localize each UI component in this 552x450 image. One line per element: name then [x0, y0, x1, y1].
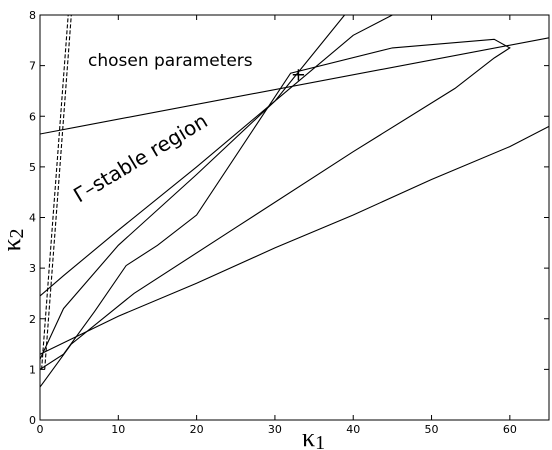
x-axis-label-subscript: 1: [315, 432, 325, 450]
chosen-parameters-label: chosen parameters: [88, 51, 253, 71]
series-line-3: [40, 15, 346, 360]
x-tick-label: 40: [346, 423, 360, 436]
stable-region-label: Γ–stable region: [69, 109, 212, 208]
x-axis-label: κ1: [302, 423, 325, 450]
x-tick-label: 10: [111, 423, 125, 436]
chosen-parameters-marker: +: [291, 65, 306, 86]
x-tick-label: 50: [425, 423, 439, 436]
curves: [40, 15, 549, 388]
y-tick-label: 1: [29, 363, 36, 376]
x-tick-label: 60: [503, 423, 517, 436]
y-tick-label: 5: [29, 161, 36, 174]
y-tick-label: 2: [29, 313, 36, 326]
y-axis-ticks: 0 1 2 3 4 5 6 7 8: [29, 9, 549, 427]
y-tick-label: 7: [29, 60, 36, 73]
x-tick-label: 20: [190, 423, 204, 436]
y-axis-label-subscript: 2: [6, 228, 28, 238]
y-tick-label: 3: [29, 262, 36, 275]
series-line-1: [40, 37, 549, 135]
svg-text:κ1: κ1: [302, 423, 325, 450]
y-axis-label-kappa: κ: [0, 238, 26, 251]
series-line-7: [44, 15, 72, 370]
series-line-2: [40, 15, 393, 297]
series-line-6: [41, 15, 69, 370]
series-line-4: [40, 38, 511, 388]
y-tick-label: 6: [29, 110, 36, 123]
y-tick-label: 4: [29, 212, 36, 225]
x-tick-label: 0: [37, 423, 44, 436]
svg-text:κ2: κ2: [0, 228, 28, 251]
y-tick-label: 0: [29, 414, 36, 427]
x-tick-label: 30: [268, 423, 282, 436]
series-line-5: [40, 125, 549, 355]
x-axis-ticks: 0 10 20 30 40 50 60: [37, 15, 517, 436]
y-axis-label: κ2: [0, 228, 28, 251]
y-tick-label: 8: [29, 9, 36, 22]
x-axis-label-kappa: κ: [302, 423, 315, 450]
